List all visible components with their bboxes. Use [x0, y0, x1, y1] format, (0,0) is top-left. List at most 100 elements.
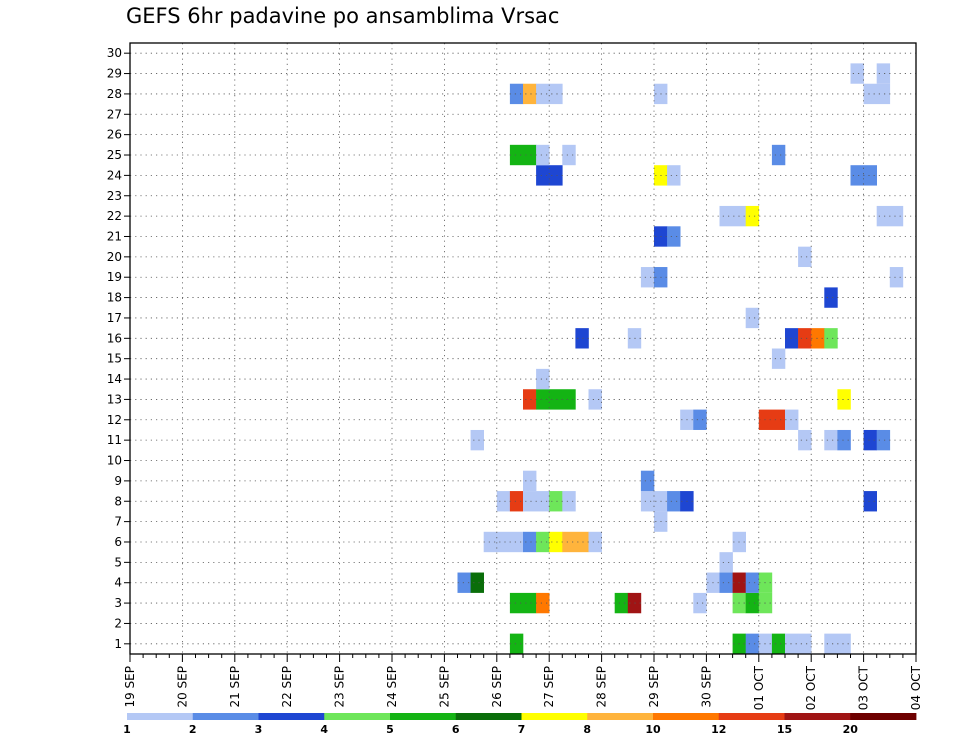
colorbar-label: 5: [386, 723, 394, 736]
x-tick-label: 04 OCT: [909, 665, 923, 710]
y-tick-label: 28: [107, 87, 122, 101]
precip-cell: [509, 592, 537, 614]
precip-cell: [798, 328, 812, 349]
colorbar-swatch: [390, 713, 457, 720]
y-tick-label: 15: [107, 352, 122, 366]
precip-cell: [523, 531, 537, 553]
chart-title: GEFS 6hr padavine po ansamblima Vrsac: [126, 4, 560, 28]
grid-lines: [130, 43, 916, 654]
precip-cell: [509, 491, 524, 512]
precip-cell: [863, 491, 877, 512]
colorbar-swatch: [324, 713, 391, 720]
precip-cell: [523, 389, 537, 410]
precip-cell: [549, 531, 563, 553]
precip-cell: [667, 226, 681, 247]
x-tick-label: 20 SEP: [175, 666, 189, 708]
x-tick-label: 19 SEP: [123, 666, 137, 708]
y-tick-label: 6: [114, 535, 122, 549]
colorbar-label: 6: [452, 723, 460, 736]
precip-cell: [693, 592, 707, 614]
precip-cell: [863, 83, 891, 105]
precip-cell: [876, 63, 891, 84]
precip-cell: [771, 348, 786, 369]
y-tick-label: 19: [107, 270, 122, 284]
colorbar-label: 15: [777, 723, 792, 736]
precip-cell: [614, 592, 629, 614]
x-tick-label: 27 SEP: [542, 666, 556, 708]
precip-cell: [509, 83, 524, 105]
precip-cell: [824, 328, 838, 349]
y-tick-label: 22: [107, 209, 122, 223]
colorbar-swatch: [192, 713, 259, 720]
precip-cell: [536, 389, 576, 410]
y-tick-label: 1: [114, 637, 122, 651]
precip-cell: [470, 572, 484, 593]
colorbar-swatch: [455, 713, 522, 720]
y-tick-label: 10: [107, 454, 122, 468]
colorbar-label: 2: [189, 723, 197, 736]
y-tick-label: 17: [107, 311, 122, 325]
precip-cell: [523, 83, 537, 105]
y-tick-label: 25: [107, 148, 122, 162]
x-tick-label: 24 SEP: [385, 666, 399, 708]
x-tick-label: 25 SEP: [437, 666, 451, 708]
y-tick-label: 12: [107, 413, 122, 427]
precip-cell: [536, 165, 563, 186]
colorbar-swatch: [521, 713, 588, 720]
precip-cell: [719, 572, 733, 593]
x-tick-label: 29 SEP: [647, 666, 661, 708]
x-tick-label: 23 SEP: [333, 666, 347, 708]
precip-cell: [863, 429, 877, 451]
precip-cell: [758, 409, 786, 430]
x-tick-label: 22 SEP: [280, 666, 294, 708]
colorbar-label: 1: [123, 723, 131, 736]
y-tick-label: 11: [107, 433, 122, 447]
precip-cell: [798, 429, 812, 451]
colorbar-swatch: [127, 713, 194, 720]
colorbar-swatch: [258, 713, 325, 720]
x-tick-label: 02 OCT: [804, 665, 818, 710]
y-tick-label: 13: [107, 392, 122, 406]
precip-cell: [562, 491, 576, 512]
y-tick-label: 16: [107, 331, 122, 345]
precip-cell: [824, 287, 838, 308]
y-tick-label: 29: [107, 67, 122, 81]
precip-cell: [496, 491, 511, 512]
colorbar-label: 8: [583, 723, 591, 736]
x-tick-label: 01 OCT: [752, 665, 766, 710]
precip-cell: [745, 633, 760, 654]
precip-cell: [745, 307, 760, 329]
y-tick-label: 26: [107, 128, 122, 142]
precip-cell: [509, 144, 537, 166]
y-tick-label: 7: [114, 515, 122, 529]
precip-cell: [536, 144, 550, 166]
colorbar-label: 10: [645, 723, 661, 736]
precip-cell: [457, 572, 471, 593]
precip-cell: [470, 429, 484, 451]
y-tick-label: 24: [107, 168, 122, 182]
precip-cell: [798, 633, 812, 654]
precip-cell: [824, 429, 838, 451]
precip-cell: [536, 531, 550, 553]
x-tick-label: 03 OCT: [857, 665, 871, 710]
y-tick-label: 27: [107, 107, 122, 121]
colorbar-swatch: [718, 713, 785, 720]
precip-cell: [667, 491, 681, 512]
precip-cell: [483, 531, 524, 553]
precip-cell: [850, 63, 864, 84]
precip-cell: [640, 267, 655, 288]
colorbar: 1 2 3 4 5 6 7 8 10 12 15 20: [123, 713, 917, 736]
precip-cell: [549, 491, 563, 512]
precip-cell: [745, 205, 760, 227]
y-tick-label: 14: [107, 372, 122, 386]
y-tick-label: 21: [107, 229, 122, 243]
y-tick-label: 20: [107, 250, 122, 264]
precip-cell: [785, 409, 799, 430]
colorbar-label: 3: [255, 723, 263, 736]
precip-cell: [889, 267, 904, 288]
precip-cell: [719, 552, 733, 573]
precip-cell: [693, 409, 707, 430]
precip-cell: [562, 144, 576, 166]
precip-cell: [745, 572, 760, 593]
